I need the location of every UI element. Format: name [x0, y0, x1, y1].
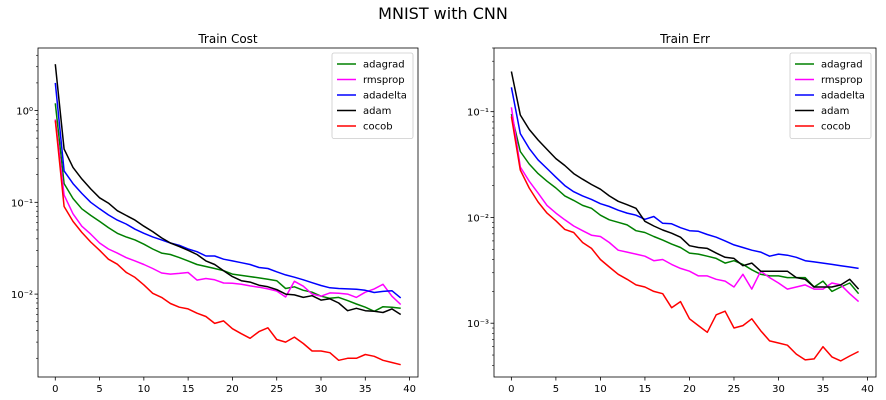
series-line-adam: [510, 71, 860, 290]
x-tick-label: 15: [639, 384, 652, 395]
series-group: [54, 64, 402, 366]
x-tick-label: 10: [594, 384, 607, 395]
x-tick-label: 5: [96, 384, 102, 395]
series-line-rmsprop: [510, 107, 860, 303]
legend-label-adagrad: adagrad: [821, 60, 863, 71]
legend-label-adam: adam: [821, 106, 849, 117]
x-tick-label: 40: [861, 384, 874, 395]
train-cost-panel: Train Cost 10⁰ 10⁻¹ 10⁻² 0 5 10 15 20 25 30 35 40 ada…: [11, 32, 419, 395]
legend: adagrad rmsprop adadelta adam cocob: [789, 52, 872, 139]
y-tick-label: 10⁻³: [467, 319, 489, 330]
x-tick-label: 25: [728, 384, 741, 395]
train-err-panel: Train Err 10⁻¹ 10⁻² 10⁻³ 0 5 10 15 20 25 30 35 40 ada…: [467, 32, 877, 395]
series-group: [510, 71, 860, 362]
y-tick-label: 10⁻²: [11, 290, 33, 301]
x-tick-label: 20: [226, 384, 239, 395]
legend-label-adadelta: adadelta: [363, 91, 407, 102]
panel-title: Train Cost: [197, 32, 258, 46]
y-tick-label: 10⁻¹: [11, 198, 33, 209]
plot-frame: [37, 47, 419, 378]
series-line-adagrad: [510, 113, 860, 295]
x-tick-label: 30: [315, 384, 328, 395]
series-line-rmsprop: [54, 119, 402, 306]
x-tick-label: 40: [403, 384, 416, 395]
figure-title: MNIST with CNN: [378, 4, 508, 23]
legend-label-cocob: cocob: [363, 122, 393, 133]
legend-label-cocob: cocob: [821, 122, 851, 133]
plot-frame: [493, 47, 877, 378]
legend-box: [331, 52, 414, 139]
x-tick-label: 30: [772, 384, 785, 395]
series-line-adagrad: [54, 103, 401, 313]
series-line-cocob: [54, 120, 401, 366]
x-tick-label: 15: [182, 384, 195, 395]
x-tick-label: 35: [359, 384, 372, 395]
series-line-adadelta: [54, 82, 402, 299]
series-line-adadelta: [510, 87, 859, 270]
x-tick-label: 25: [270, 384, 283, 395]
series-line-adam: [54, 64, 402, 316]
y-tick-label: 10⁻¹: [467, 108, 489, 119]
legend-label-rmsprop: rmsprop: [821, 75, 863, 86]
series-line-cocob: [510, 116, 859, 362]
x-tick-label: 5: [553, 384, 559, 395]
legend: adagrad rmsprop adadelta adam cocob: [331, 52, 414, 139]
y-tick-label: 10⁰: [16, 107, 33, 118]
legend-label-adam: adam: [363, 106, 391, 117]
legend-label-rmsprop: rmsprop: [363, 75, 405, 86]
legend-box: [789, 52, 872, 139]
y-tick-label: 10⁻²: [467, 213, 489, 224]
x-tick-label: 35: [817, 384, 830, 395]
panel-title: Train Err: [659, 32, 710, 46]
legend-label-adadelta: adadelta: [821, 91, 865, 102]
x-tick-label: 20: [683, 384, 696, 395]
x-tick-label: 10: [137, 384, 150, 395]
x-tick-label: 0: [52, 384, 58, 395]
legend-label-adagrad: adagrad: [363, 60, 405, 71]
x-tick-label: 0: [508, 384, 514, 395]
